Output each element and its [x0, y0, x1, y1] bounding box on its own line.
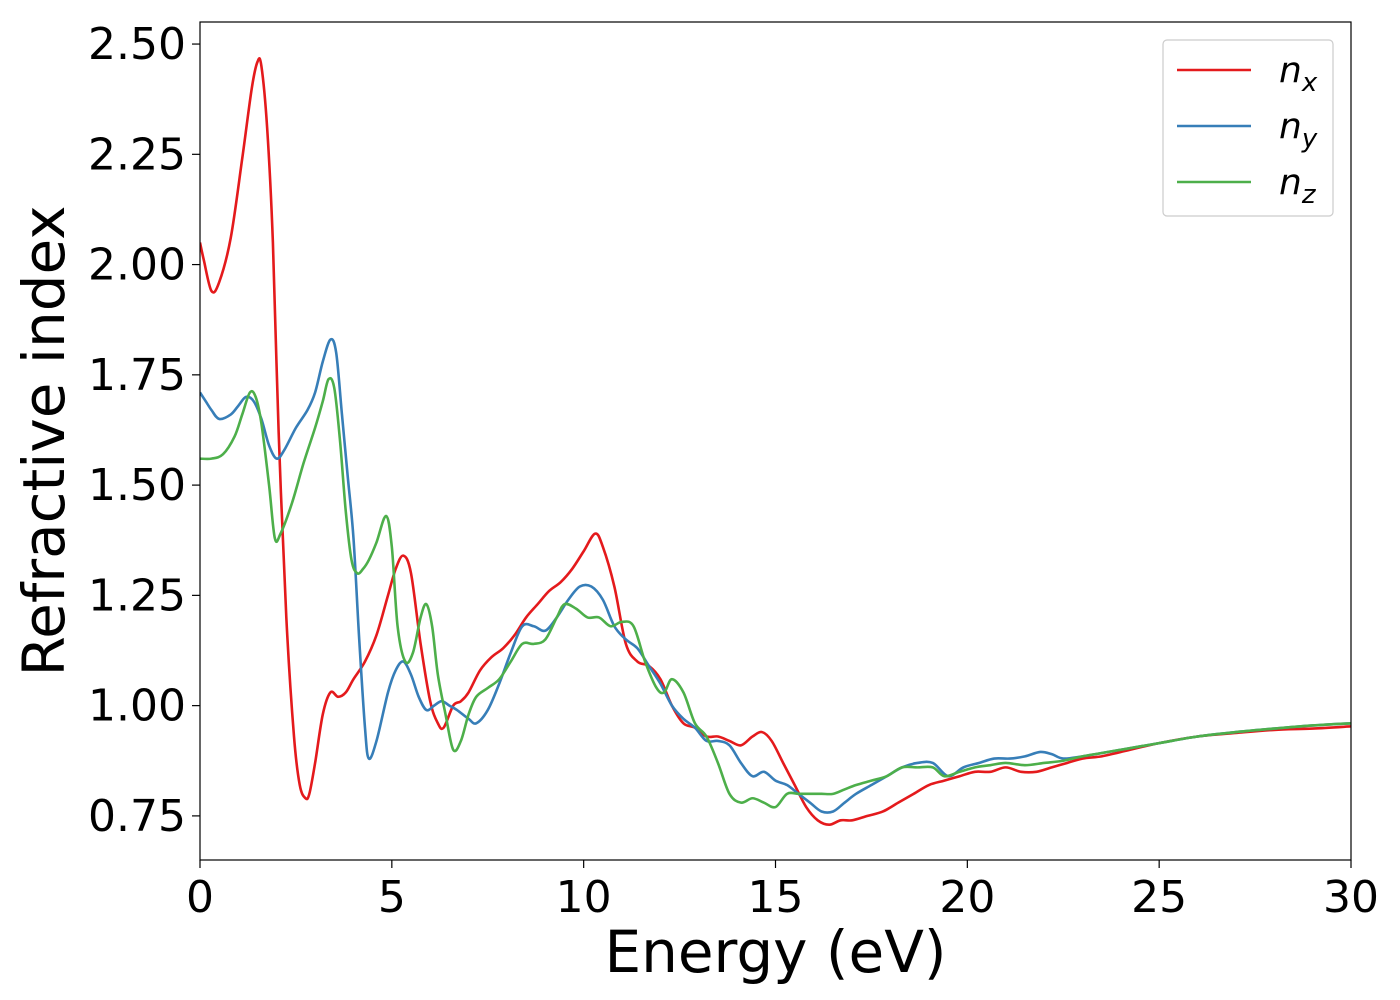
- y-tick-label: 1.25: [88, 570, 186, 621]
- series-line-n-z: [200, 376, 1351, 809]
- x-tick-label: 10: [556, 872, 612, 923]
- y-tick-label: 0.75: [88, 791, 186, 842]
- series-lines: [200, 57, 1351, 827]
- x-axis-ticks: 0 5 10 15 20 25 30: [186, 860, 1379, 923]
- y-axis-label: Refractive index: [10, 205, 78, 676]
- x-tick-label: 20: [939, 872, 995, 923]
- series-line-n-x: [200, 57, 1351, 827]
- y-tick-label: 2.25: [88, 129, 186, 180]
- legend-label-n-z: nz: [1279, 162, 1317, 210]
- legend-label-subscript: z: [1301, 180, 1317, 210]
- y-tick-label: 2.50: [88, 19, 186, 70]
- legend-label-n-y: ny: [1279, 106, 1318, 154]
- x-tick-label: 30: [1323, 872, 1379, 923]
- y-tick-label: 2.00: [88, 240, 186, 291]
- x-axis-label: Energy (eV): [604, 918, 946, 986]
- y-tick-label: 1.75: [88, 350, 186, 401]
- y-tick-label: 1.50: [88, 460, 186, 511]
- legend-label-base: n: [1279, 50, 1302, 91]
- legend-label-base: n: [1279, 106, 1302, 147]
- x-tick-label: 25: [1131, 872, 1187, 923]
- series-line-n-y: [200, 337, 1351, 814]
- legend-label-n-x: nx: [1279, 50, 1318, 98]
- x-tick-label: 5: [378, 872, 406, 923]
- legend-label-subscript: x: [1301, 68, 1318, 98]
- x-tick-label: 0: [186, 872, 214, 923]
- y-tick-label: 1.00: [88, 681, 186, 732]
- y-axis-ticks: 0.75 1.00 1.25 1.50 1.75 2.00 2.25 2.50: [88, 19, 200, 842]
- legend-label-base: n: [1279, 162, 1302, 203]
- legend-box: [1162, 39, 1334, 217]
- legend-label-subscript: y: [1301, 124, 1318, 154]
- x-tick-label: 15: [748, 872, 804, 923]
